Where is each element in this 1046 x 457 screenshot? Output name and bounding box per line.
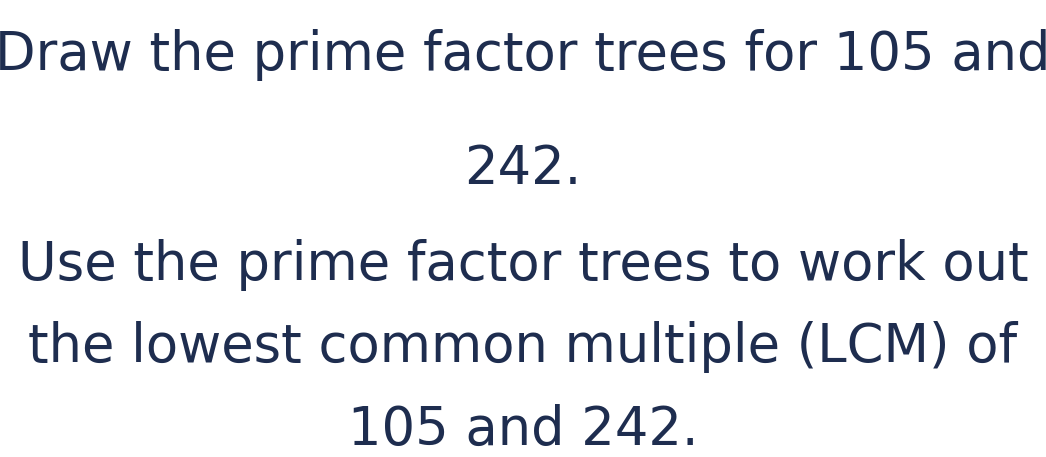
- Text: the lowest common multiple (LCM) of: the lowest common multiple (LCM) of: [28, 321, 1018, 373]
- Text: Use the prime factor trees to work out: Use the prime factor trees to work out: [18, 239, 1028, 291]
- Text: 242.: 242.: [464, 143, 582, 195]
- Text: 105 and 242.: 105 and 242.: [347, 404, 699, 456]
- Text: Draw the prime factor trees for 105 and: Draw the prime factor trees for 105 and: [0, 29, 1046, 81]
